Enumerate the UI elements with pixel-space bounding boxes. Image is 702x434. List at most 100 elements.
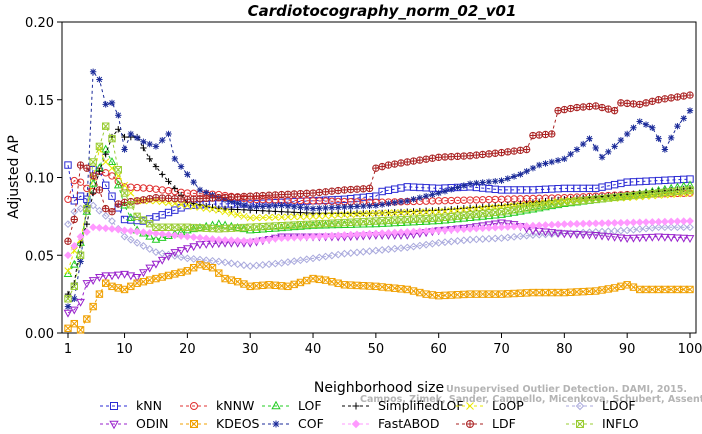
marker bbox=[252, 261, 261, 270]
marker bbox=[183, 245, 192, 254]
marker bbox=[660, 233, 670, 242]
marker bbox=[434, 226, 443, 235]
marker bbox=[485, 223, 493, 232]
marker bbox=[189, 224, 199, 233]
y-tick-label: 0.00 bbox=[25, 327, 54, 342]
marker bbox=[573, 219, 581, 228]
marker bbox=[315, 232, 324, 241]
y-tick-label: 0.05 bbox=[25, 249, 54, 264]
marker bbox=[227, 236, 236, 245]
y-axis-label: Adjusted AP bbox=[6, 135, 22, 219]
marker bbox=[240, 261, 248, 270]
marker bbox=[491, 234, 500, 243]
marker bbox=[64, 220, 72, 229]
marker bbox=[478, 222, 488, 231]
marker bbox=[83, 184, 91, 193]
y-tick-label: 0.10 bbox=[25, 172, 54, 187]
marker bbox=[227, 259, 236, 268]
marker bbox=[529, 221, 537, 230]
marker bbox=[183, 254, 192, 263]
marker bbox=[221, 258, 229, 267]
marker bbox=[535, 230, 544, 239]
marker bbox=[132, 273, 142, 282]
marker bbox=[89, 223, 98, 232]
marker bbox=[271, 234, 280, 243]
marker bbox=[485, 234, 493, 243]
marker bbox=[428, 239, 437, 248]
legend-label: kNNW bbox=[216, 398, 254, 413]
marker bbox=[510, 222, 518, 231]
marker bbox=[578, 231, 588, 240]
x-tick-label: 70 bbox=[493, 342, 510, 357]
series-line bbox=[67, 148, 691, 271]
legend-label: LDF bbox=[492, 416, 516, 431]
marker bbox=[308, 220, 318, 229]
marker bbox=[560, 220, 569, 229]
marker bbox=[510, 232, 518, 241]
marker bbox=[95, 290, 104, 298]
marker bbox=[70, 319, 78, 328]
marker bbox=[89, 302, 97, 311]
marker bbox=[83, 315, 91, 323]
marker bbox=[95, 223, 104, 232]
marker bbox=[346, 249, 355, 257]
marker bbox=[114, 225, 123, 234]
marker bbox=[616, 218, 625, 227]
marker bbox=[466, 224, 475, 233]
marker bbox=[686, 285, 694, 294]
marker bbox=[409, 227, 418, 236]
series-loop bbox=[64, 145, 694, 275]
legend-item-loop: LoOP bbox=[456, 398, 524, 413]
marker bbox=[497, 209, 506, 218]
marker bbox=[114, 166, 122, 174]
marker bbox=[108, 224, 116, 233]
marker bbox=[585, 219, 594, 228]
marker bbox=[459, 225, 468, 234]
marker bbox=[69, 306, 79, 315]
marker bbox=[490, 210, 500, 219]
marker bbox=[679, 223, 688, 232]
marker bbox=[271, 400, 281, 410]
marker bbox=[239, 224, 249, 233]
marker bbox=[415, 241, 424, 250]
marker bbox=[258, 236, 267, 244]
marker bbox=[208, 235, 217, 243]
marker bbox=[547, 220, 556, 229]
marker bbox=[101, 169, 110, 177]
marker bbox=[101, 272, 111, 281]
marker bbox=[89, 166, 97, 174]
marker bbox=[76, 178, 85, 186]
series-fastabod bbox=[64, 217, 694, 260]
marker bbox=[189, 233, 198, 242]
marker bbox=[110, 402, 118, 410]
marker bbox=[459, 236, 468, 245]
legend-item-ldof: LDOF bbox=[566, 398, 636, 413]
marker bbox=[434, 216, 444, 225]
marker bbox=[371, 229, 380, 238]
marker bbox=[283, 258, 292, 266]
x-tick-label: 90 bbox=[619, 342, 636, 357]
marker bbox=[642, 218, 650, 227]
marker bbox=[629, 218, 638, 227]
marker bbox=[616, 226, 625, 235]
marker bbox=[365, 247, 374, 256]
marker bbox=[598, 227, 606, 236]
marker bbox=[572, 231, 582, 239]
marker bbox=[679, 234, 689, 243]
marker bbox=[139, 228, 148, 237]
marker bbox=[541, 228, 550, 237]
marker bbox=[164, 252, 173, 261]
marker bbox=[378, 246, 387, 254]
marker bbox=[384, 218, 393, 227]
marker bbox=[214, 257, 223, 266]
marker bbox=[359, 230, 368, 239]
marker bbox=[359, 247, 368, 256]
marker bbox=[151, 260, 161, 269]
marker bbox=[64, 195, 72, 203]
marker bbox=[648, 218, 657, 226]
y-tick-label: 0.20 bbox=[25, 16, 54, 31]
marker bbox=[434, 238, 443, 247]
marker bbox=[390, 228, 399, 237]
marker bbox=[472, 212, 481, 221]
